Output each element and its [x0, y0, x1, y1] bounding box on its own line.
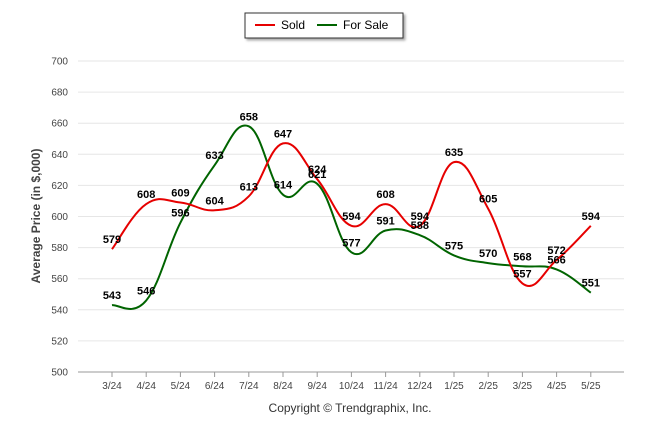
data-label-sold-4: 604: [205, 195, 224, 207]
y-tick-label-680: 680: [51, 88, 68, 99]
data-label-sold-12: 605: [479, 194, 497, 206]
gridlines: [78, 60, 624, 373]
data-label-sold-9: 608: [376, 189, 394, 201]
x-tick-label-6: 8/24: [273, 381, 293, 392]
data-labels: 579 608 609 604 613 647 624 594 608 594 635 605 557 5…: [103, 111, 601, 302]
data-label-sold-11: 635: [445, 147, 463, 159]
copyright-credit: Copyright © Trendgraphix, Inc.: [269, 401, 432, 415]
legend-label-for-sale: For Sale: [343, 18, 389, 32]
y-tick-label-660: 660: [51, 119, 68, 130]
data-label-sold-5: 613: [240, 181, 258, 193]
data-label-for-sale-8: 577: [342, 237, 360, 249]
data-label-for-sale-15: 551: [582, 278, 600, 290]
x-tick-label-4: 6/24: [205, 381, 225, 392]
data-label-sold-3: 609: [171, 188, 189, 200]
legend-label-sold: Sold: [281, 18, 305, 32]
y-tick-label-620: 620: [51, 181, 68, 192]
x-tick-label-9: 11/24: [373, 381, 398, 392]
data-label-sold-15: 594: [582, 211, 601, 223]
y-tick-label-700: 700: [51, 57, 68, 68]
x-tick-label-14: 4/25: [547, 381, 567, 392]
data-label-for-sale-11: 575: [445, 240, 463, 252]
series-lines: [111, 124, 592, 310]
data-label-for-sale-7: 621: [308, 169, 326, 181]
data-label-sold-1: 579: [103, 234, 121, 246]
x-tick-label-1: 3/24: [102, 381, 122, 392]
series-line-for-sale: [111, 124, 592, 310]
data-label-sold-14: 572: [547, 245, 565, 257]
y-axis-title: Average Price (in $,000): [29, 149, 43, 284]
data-label-for-sale-6: 614: [274, 180, 293, 192]
data-label-for-sale-2: 546: [137, 285, 155, 297]
data-label-for-sale-9: 591: [376, 215, 394, 227]
data-label-for-sale-12: 570: [479, 248, 497, 260]
data-label-sold-8: 594: [342, 211, 361, 223]
x-tick-label-11: 1/25: [444, 381, 464, 392]
y-tick-label-540: 540: [51, 305, 68, 316]
x-tick-label-15: 5/25: [581, 381, 601, 392]
data-label-for-sale-4: 633: [205, 150, 223, 162]
x-tick-label-5: 7/24: [239, 381, 259, 392]
data-label-sold-13: 557: [513, 268, 531, 280]
data-label-sold-10: 594: [411, 211, 430, 223]
x-tick-label-2: 4/24: [136, 381, 156, 392]
axes: 500 520 540 560 580 600 620 640 660 680 700 3/24 4/2…: [51, 57, 601, 393]
y-tick-label-520: 520: [51, 336, 68, 347]
y-tick-label-560: 560: [51, 274, 68, 285]
data-label-for-sale-1: 543: [103, 290, 121, 302]
data-label-sold-7: 624: [308, 164, 327, 176]
data-label-for-sale-14: 566: [547, 254, 565, 266]
x-tick-label-12: 2/25: [478, 381, 498, 392]
data-label-sold-2: 608: [137, 189, 155, 201]
legend: Sold For Sale: [244, 12, 404, 39]
series-line-sold: [111, 142, 592, 287]
data-label-for-sale-13: 568: [513, 251, 531, 263]
x-tick-label-10: 12/24: [407, 381, 432, 392]
x-tick-label-8: 10/24: [339, 381, 364, 392]
x-tick-label-7: 9/24: [307, 381, 327, 392]
y-tick-label-580: 580: [51, 243, 68, 254]
data-label-sold-6: 647: [274, 128, 292, 140]
x-tick-label-13: 3/25: [513, 381, 533, 392]
x-tick-label-3: 5/24: [171, 381, 191, 392]
data-label-for-sale-5: 658: [240, 111, 258, 123]
y-tick-label-500: 500: [51, 368, 68, 379]
data-label-for-sale-10: 588: [411, 220, 429, 232]
y-tick-label-600: 600: [51, 212, 68, 223]
data-label-for-sale-3: 596: [171, 208, 189, 220]
y-tick-label-640: 640: [51, 150, 68, 161]
